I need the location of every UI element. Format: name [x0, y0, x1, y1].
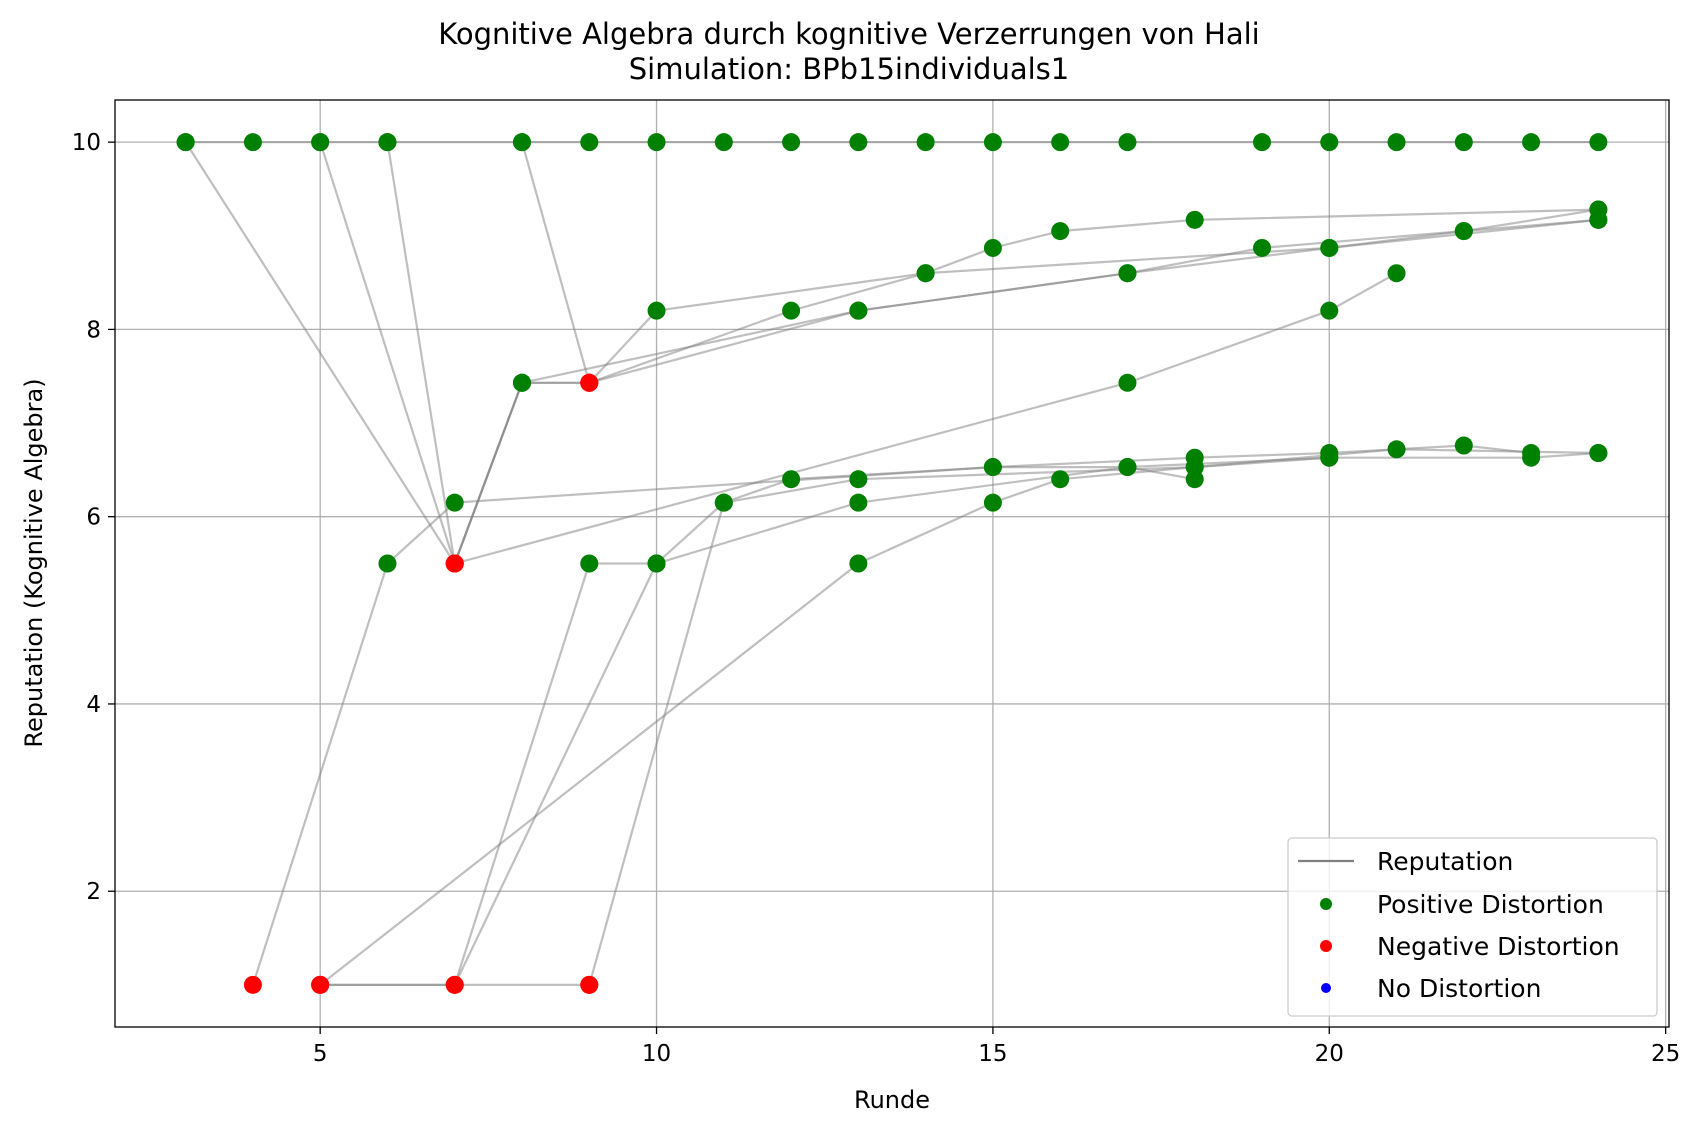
positive-distortion-point — [714, 493, 733, 512]
legend-marker-negative — [1320, 940, 1332, 952]
positive-distortion-point — [445, 493, 464, 512]
positive-distortion-point — [1522, 448, 1541, 467]
positive-distortion-point — [1253, 238, 1271, 257]
positive-distortion-point — [647, 301, 666, 320]
positive-distortion-point — [849, 554, 868, 573]
y-tick-label: 8 — [86, 317, 101, 343]
positive-distortion-point — [983, 238, 1002, 257]
y-tick-label: 6 — [86, 505, 101, 531]
legend-label-negative: Negative Distortion — [1377, 932, 1620, 961]
positive-distortion-point — [1185, 210, 1204, 229]
positive-distortion-point — [513, 133, 531, 152]
negative-distortion-point — [580, 975, 599, 994]
positive-distortion-point — [849, 493, 868, 512]
x-tick-label: 10 — [642, 1041, 671, 1067]
positive-distortion-point — [1185, 458, 1204, 477]
positive-distortion-point — [1522, 133, 1541, 152]
positive-distortion-point — [513, 373, 531, 392]
positive-distortion-point — [378, 133, 397, 152]
positive-distortion-point — [1118, 458, 1137, 477]
positive-distortion-point — [1454, 222, 1473, 241]
positive-distortion-point — [1589, 133, 1608, 152]
positive-distortion-point — [916, 264, 935, 283]
reputation-line-4 — [520, 141, 1599, 385]
positive-distortion-point — [580, 133, 599, 152]
positive-distortion-point — [1051, 133, 1070, 152]
y-tick-label: 2 — [86, 879, 101, 905]
x-tick-label: 5 — [313, 1041, 328, 1067]
positive-distortion-point — [580, 554, 599, 573]
x-axis-label: Runde — [854, 1086, 930, 1114]
positive-distortion-point — [1320, 448, 1339, 467]
positive-distortion-point — [983, 493, 1002, 512]
positive-distortion-point — [1118, 133, 1137, 152]
legend-box — [1287, 837, 1658, 1017]
legend-label-positive: Positive Distortion — [1377, 890, 1604, 919]
positive-distortion-point — [849, 133, 868, 152]
legend-marker-positive — [1320, 898, 1332, 910]
y-tick-label: 4 — [86, 692, 101, 718]
positive-distortion-point — [916, 133, 935, 152]
x-axis-ticks: 5 10 15 20 25 — [313, 1027, 1680, 1067]
positive-distortion-point — [1589, 210, 1608, 229]
legend-label-reputation: Reputation — [1377, 847, 1513, 876]
positive-distortion-point — [1051, 470, 1070, 489]
legend: Reputation Positive Distortion Negative … — [1287, 837, 1658, 1017]
positive-distortion-point — [1320, 238, 1339, 257]
y-axis-ticks: 2 4 6 8 10 — [72, 130, 115, 905]
positive-distortion-point — [243, 133, 262, 152]
positive-distortion-point — [1051, 222, 1070, 241]
negative-distortion-point — [445, 554, 464, 573]
positive-distortion-point — [1454, 436, 1473, 455]
positive-distortion-point — [176, 133, 195, 152]
positive-distortion-point — [714, 133, 733, 152]
y-axis-label: Reputation (Kognitive Algebra) — [20, 378, 48, 747]
positive-distortion-point — [647, 554, 666, 573]
reputation-line-5 — [251, 444, 1532, 986]
legend-label-none: No Distortion — [1377, 974, 1541, 1003]
positive-distortion-point — [782, 470, 801, 489]
positive-distortion-point — [1454, 133, 1473, 152]
positive-distortion-point — [983, 458, 1002, 477]
positive-distortion-point — [849, 470, 868, 489]
plot-frame — [114, 99, 1670, 1028]
positive-distortion-point — [1253, 133, 1271, 152]
positive-distortion-point — [849, 301, 868, 320]
negative-distortion-point — [580, 373, 599, 392]
positive-distortion-point — [1387, 133, 1406, 152]
positive-distortion-point — [378, 554, 397, 573]
positive-distortion-point — [983, 133, 1002, 152]
positive-distortion-point — [1387, 440, 1406, 459]
chart-subtitle: Simulation: BPb15individuals1 — [629, 52, 1069, 86]
positive-distortion-point — [311, 133, 330, 152]
positive-distortion-point — [1589, 444, 1608, 463]
positive-distortion-point — [1118, 264, 1137, 283]
negative-distortion-point — [243, 975, 262, 994]
positive-distortion-point — [782, 133, 801, 152]
legend-marker-none — [1321, 983, 1331, 993]
x-tick-label: 20 — [1315, 1041, 1344, 1067]
x-tick-label: 25 — [1651, 1041, 1680, 1067]
negative-distortion-point — [311, 975, 330, 994]
chart-title: Kognitive Algebra durch kognitive Verzer… — [438, 17, 1259, 51]
positive-distortion-point — [1387, 264, 1406, 283]
positive-distortion-point — [782, 301, 801, 320]
y-tick-label: 10 — [72, 130, 101, 156]
negative-distortion-point — [445, 975, 464, 994]
x-tick-label: 15 — [978, 1041, 1007, 1067]
positive-distortion-point — [1320, 301, 1339, 320]
positive-distortion-point — [1320, 133, 1339, 152]
distortion-markers — [176, 133, 1608, 994]
positive-distortion-point — [647, 133, 666, 152]
positive-distortion-point — [1118, 373, 1137, 392]
